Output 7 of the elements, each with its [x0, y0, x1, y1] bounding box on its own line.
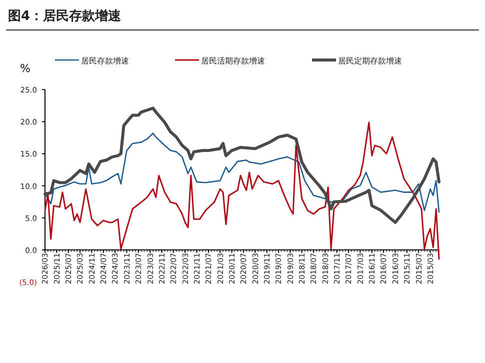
line-series [44, 132, 440, 213]
legend-label: 居民活期存款增速 [201, 56, 265, 66]
legend-label: 居民定期存款增速 [338, 56, 402, 66]
chart-title: 图4：居民存款增速 [8, 9, 122, 24]
y-axis-title: % [20, 62, 30, 75]
line-series [44, 106, 440, 224]
legend-label: 居民存款增速 [81, 56, 129, 66]
